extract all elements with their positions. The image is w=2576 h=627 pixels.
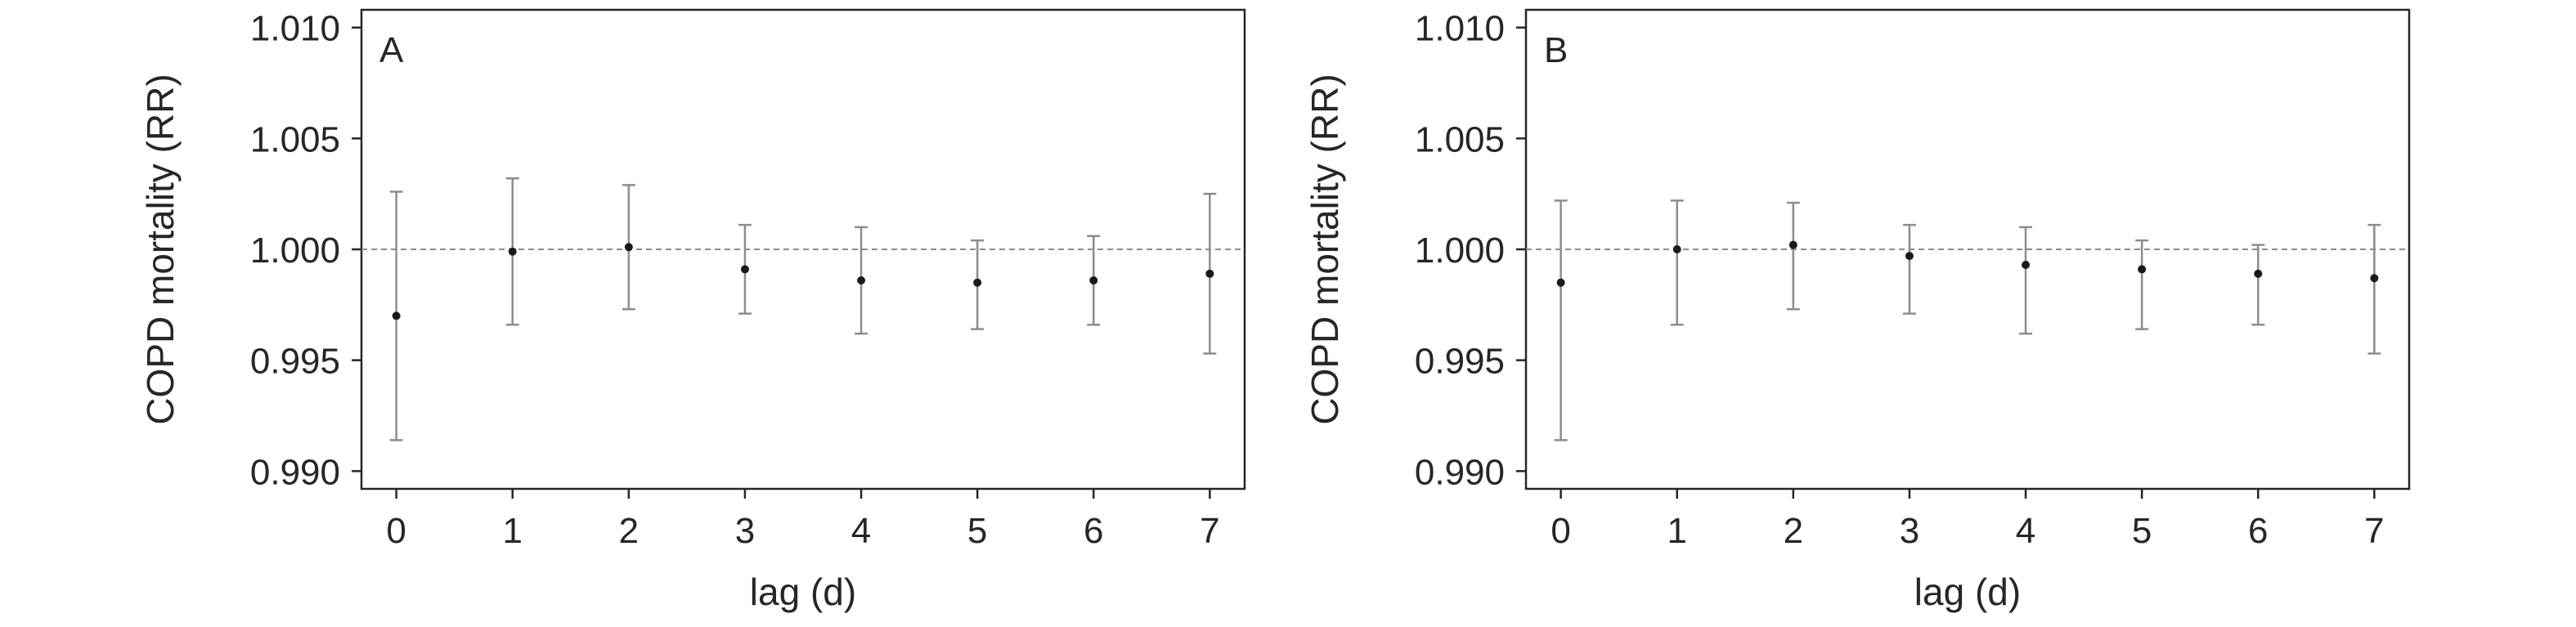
x-tick-label: 4	[2016, 511, 2035, 551]
y-axis-label: COPD mortality (RR)	[139, 74, 182, 424]
x-tick-label: 5	[967, 511, 987, 551]
data-point	[2370, 274, 2379, 283]
y-tick-label: 1.005	[1415, 119, 1505, 159]
data-point	[740, 265, 749, 274]
y-tick-label: 1.005	[250, 119, 340, 159]
x-tick-label: 0	[386, 511, 406, 551]
data-point	[508, 247, 517, 256]
x-axis-label: lag (d)	[1914, 571, 2021, 613]
data-point	[624, 243, 633, 252]
y-tick-label: 1.000	[1415, 231, 1505, 271]
y-tick-label: 1.000	[250, 231, 340, 271]
data-point	[1788, 240, 1797, 249]
data-point	[857, 275, 866, 284]
data-point	[1089, 275, 1098, 284]
data-point	[392, 311, 401, 320]
x-tick-label: 7	[2364, 511, 2384, 551]
data-point	[1905, 252, 1914, 261]
data-point	[2022, 260, 2031, 269]
y-tick-label: 0.990	[250, 452, 340, 492]
x-tick-label: 7	[1200, 511, 1219, 551]
x-tick-label: 6	[2248, 511, 2268, 551]
x-tick-label: 3	[735, 511, 755, 551]
panel-label: B	[1544, 30, 1568, 70]
x-tick-label: 5	[2132, 511, 2152, 551]
data-point	[2138, 265, 2147, 274]
y-tick-label: 0.995	[250, 342, 340, 382]
x-axis-label: lag (d)	[750, 571, 856, 613]
y-tick-label: 0.995	[1415, 342, 1505, 382]
x-tick-label: 4	[851, 511, 871, 551]
data-point	[1556, 278, 1565, 287]
y-tick-label: 1.010	[250, 9, 340, 49]
data-point	[973, 278, 982, 287]
x-tick-label: 3	[1900, 511, 1919, 551]
x-tick-label: 1	[1667, 511, 1686, 551]
x-tick-label: 1	[502, 511, 522, 551]
panel-label: A	[379, 30, 404, 70]
x-tick-label: 0	[1551, 511, 1570, 551]
x-tick-label: 2	[1784, 511, 1803, 551]
data-point	[1672, 245, 1681, 253]
data-point	[2254, 269, 2263, 278]
y-axis-label: COPD mortality (RR)	[1304, 74, 1346, 424]
x-tick-label: 2	[619, 511, 639, 551]
data-point	[1205, 269, 1214, 278]
y-tick-label: 0.990	[1415, 452, 1505, 492]
y-tick-label: 1.010	[1415, 9, 1505, 49]
x-tick-label: 6	[1084, 511, 1103, 551]
